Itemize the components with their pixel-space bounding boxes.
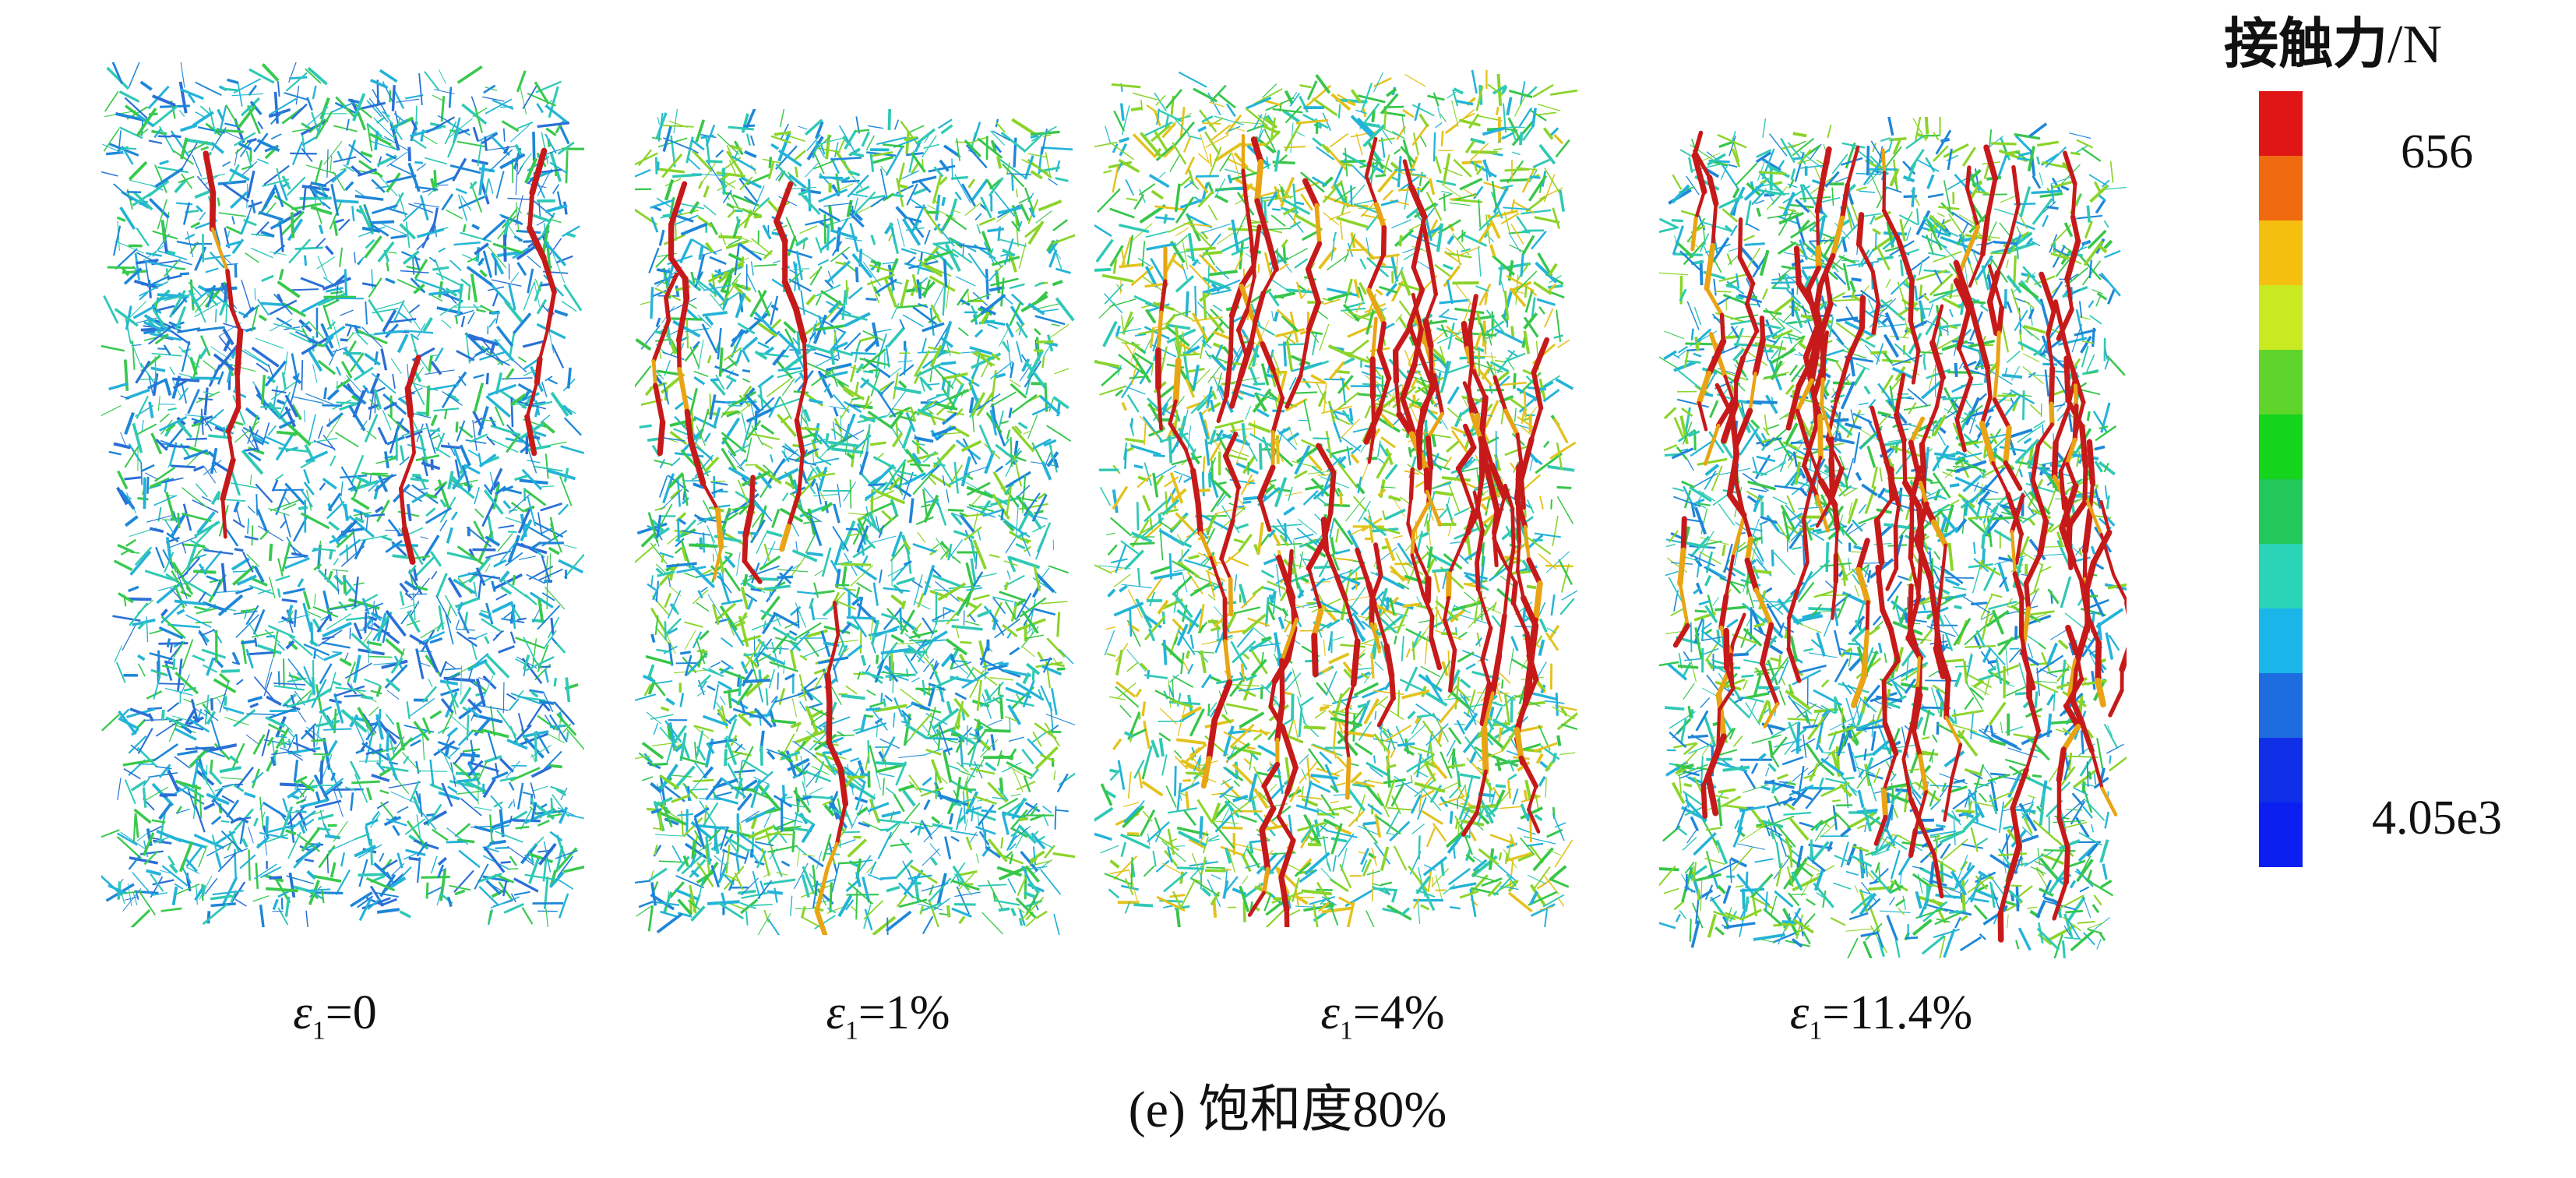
colorbar-segment [2259, 220, 2303, 285]
strain-subscript: 1 [1809, 1016, 1823, 1046]
legend-title: 接触力/N [2224, 0, 2442, 79]
colorbar-segment [2259, 350, 2303, 414]
legend-title-text: 接触力 [2224, 12, 2387, 76]
strain-symbol: ε [1789, 986, 1810, 1039]
strain-symbol: ε [1320, 986, 1340, 1039]
strain-symbol: ε [293, 986, 312, 1039]
strain-value: =0 [325, 986, 377, 1039]
colorbar-segment [2259, 414, 2303, 479]
colorbar-segment [2259, 738, 2303, 802]
strain-label-2: ε1=1% [826, 986, 950, 1046]
legend-unit: /N [2387, 15, 2442, 75]
strain-symbol: ε [826, 986, 845, 1039]
colorbar-segment [2259, 544, 2303, 608]
strain-label-4: ε1=11.4% [1790, 986, 1972, 1046]
colorbar-segment [2259, 285, 2303, 350]
contact-force-network-4 [1659, 117, 2127, 958]
colorbar-segment [2259, 802, 2303, 867]
strain-label-3: ε1=4% [1320, 986, 1444, 1046]
figure-caption: (e) 饱和度80% [1128, 1081, 1447, 1138]
strain-value: =4% [1352, 986, 1445, 1039]
contact-force-network-2 [635, 109, 1075, 935]
specimen-panel-3 [1094, 70, 1577, 927]
strain-label-1: ε1=0 [293, 986, 376, 1046]
specimen-panel-2 [635, 109, 1075, 935]
contact-force-network-3 [1094, 70, 1577, 927]
colorbar-segment [2259, 673, 2303, 738]
contact-force-network-1 [101, 62, 584, 927]
strain-subscript: 1 [844, 1016, 858, 1046]
colorbar-segment [2259, 608, 2303, 673]
specimen-panel-4 [1659, 117, 2127, 958]
colorbar [2259, 91, 2303, 867]
colorbar-segment [2259, 91, 2303, 156]
colorbar-segment [2259, 156, 2303, 220]
colorbar-segment [2259, 479, 2303, 544]
legend-max-label: 656 [2401, 125, 2473, 178]
strain-value: =11.4% [1822, 986, 1973, 1039]
specimen-panel-1 [101, 62, 584, 927]
strain-subscript: 1 [312, 1016, 326, 1046]
strain-value: =1% [858, 986, 950, 1039]
strain-subscript: 1 [1339, 1016, 1353, 1046]
legend-min-label: 4.05e3 [2372, 792, 2503, 845]
